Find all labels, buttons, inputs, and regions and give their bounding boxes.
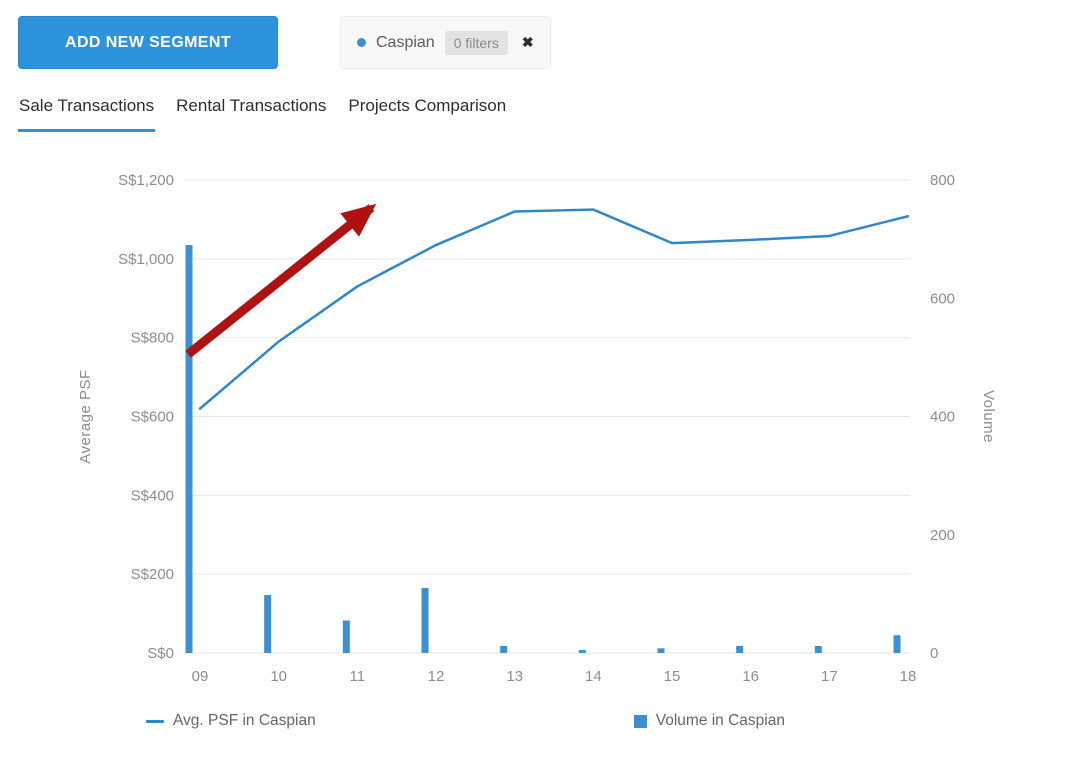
segment-chip[interactable]: Caspian 0 filters ✖ <box>340 16 551 69</box>
segment-name: Caspian <box>376 33 435 51</box>
chart-area: S$0 S$200 S$400 S$600 S$800 S$1,000 S$1,200 0 20… <box>0 150 1080 730</box>
right-axis-tick: 400 <box>930 409 955 426</box>
volume-bar <box>264 595 272 653</box>
left-axis-tick: S$1,200 <box>118 172 174 189</box>
filters-badge: 0 filters <box>444 30 508 55</box>
legend-label-avg-psf: Avg. PSF in Caspian <box>173 712 316 729</box>
x-axis-tick: 18 <box>900 668 917 685</box>
topbar: ADD NEW SEGMENT Caspian 0 filters ✖ <box>0 0 1080 69</box>
psf-line-series <box>198 208 910 410</box>
x-axis-tick: 11 <box>350 668 366 685</box>
volume-bar <box>657 648 665 653</box>
left-axis-tick: S$1,000 <box>118 251 174 268</box>
x-axis-tick: 09 <box>192 668 209 685</box>
right-axis-tick: 200 <box>930 527 955 544</box>
left-axis-tick: S$400 <box>131 487 174 504</box>
left-axis-tick: S$600 <box>131 409 174 426</box>
right-axis-tick: 800 <box>930 172 955 189</box>
volume-bar <box>893 635 901 653</box>
left-axis-tick: S$0 <box>147 645 174 662</box>
line-swatch-icon <box>146 719 164 723</box>
left-axis-title: Average PSF <box>77 369 94 463</box>
legend-label-volume: Volume in Caspian <box>655 712 785 729</box>
x-axis-tick: 16 <box>742 668 759 685</box>
x-axis-tick: 15 <box>664 668 681 685</box>
left-axis-tick: S$800 <box>131 330 174 347</box>
legend-avg-psf[interactable]: Avg. PSF in Caspian <box>146 712 316 730</box>
x-axis-tick: 10 <box>270 668 287 685</box>
segment-dot-icon <box>357 38 366 47</box>
x-axis-tick: 12 <box>428 668 445 685</box>
psf-volume-chart: S$0 S$200 S$400 S$600 S$800 S$1,000 S$1,200 0 20… <box>77 172 997 685</box>
legend-volume[interactable]: Volume in Caspian <box>633 712 785 730</box>
volume-bar <box>500 645 508 653</box>
right-axis-title: Volume <box>980 390 997 443</box>
tab-bar: Sale Transactions Rental Transactions Pr… <box>0 90 1080 132</box>
close-icon[interactable]: ✖ <box>521 34 534 50</box>
volume-bar <box>342 620 350 653</box>
right-axis-tick: 600 <box>930 290 955 307</box>
add-new-segment-button[interactable]: ADD NEW SEGMENT <box>18 16 278 69</box>
x-axis-tick: 17 <box>821 668 838 685</box>
left-axis-tick: S$200 <box>131 566 174 583</box>
volume-bar <box>578 650 586 653</box>
volume-bar <box>185 245 193 653</box>
volume-bar <box>736 645 744 653</box>
chart-legend: Avg. PSF in Caspian Volume in Caspian <box>0 712 1080 730</box>
x-axis-tick: 14 <box>585 668 602 685</box>
volume-bar <box>421 587 429 653</box>
right-axis-tick: 0 <box>930 645 938 662</box>
trend-arrow-annotation <box>185 203 377 358</box>
tab-projects-comparison[interactable]: Projects Comparison <box>348 96 507 115</box>
tab-sale-transactions[interactable]: Sale Transactions <box>18 90 156 132</box>
x-axis-tick: 13 <box>506 668 523 685</box>
volume-bar <box>814 645 822 653</box>
square-swatch-icon <box>633 714 647 728</box>
tab-rental-transactions[interactable]: Rental Transactions <box>176 96 327 115</box>
